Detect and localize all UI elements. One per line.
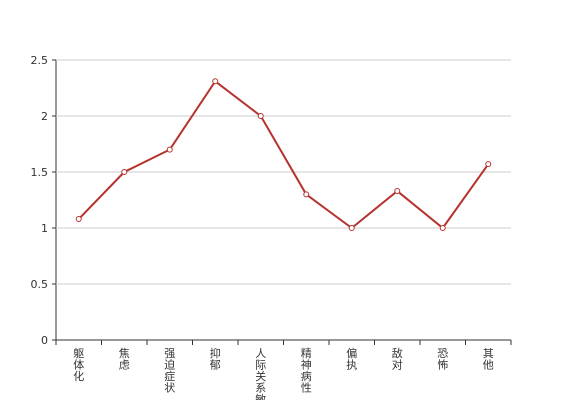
y-tick-label: 2 <box>41 110 48 123</box>
x-tick-label: 偏执 <box>346 346 357 372</box>
point <box>348 225 355 231</box>
x-tick-label: 焦虑 <box>119 347 130 372</box>
x-tick-label: 其他 <box>483 347 494 372</box>
y-tick-label: 0.5 <box>31 278 49 291</box>
x-tick-label: 抑郁 <box>210 346 221 372</box>
point <box>166 146 173 153</box>
x-tick-label: 恐怖 <box>437 347 448 372</box>
point <box>75 216 82 223</box>
x-tick-label: 躯体化 <box>73 347 84 383</box>
point <box>485 161 492 168</box>
point <box>257 113 264 119</box>
x-tick-label: 强迫症状 <box>164 347 175 395</box>
point <box>439 225 446 231</box>
point <box>212 78 219 85</box>
y-tick-label: 1.5 <box>31 166 49 179</box>
point <box>394 188 401 195</box>
point <box>121 169 128 175</box>
line <box>78 79 490 230</box>
y-tick-label: 1 <box>41 222 48 235</box>
x-tick-label: 精神病性 <box>301 347 312 395</box>
x-tick-label: 人际关系敏感 <box>255 347 266 400</box>
y-tick-label: 2.5 <box>31 54 49 67</box>
y-tick-label: 0 <box>41 334 48 347</box>
x-tick-label: 敌对 <box>392 346 403 372</box>
point <box>303 191 310 198</box>
